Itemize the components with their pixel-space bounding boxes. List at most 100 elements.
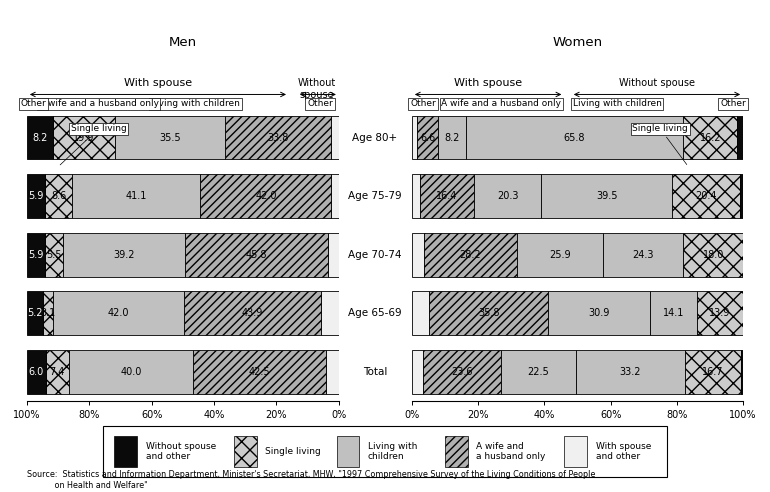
Text: Men: Men	[169, 36, 196, 49]
Bar	[412, 174, 420, 218]
Text: 39.2: 39.2	[113, 249, 135, 260]
Text: Age 75-79: Age 75-79	[348, 191, 402, 201]
Text: 19.9: 19.9	[73, 132, 94, 143]
Text: 39.5: 39.5	[596, 191, 618, 201]
Bar	[740, 174, 743, 218]
Text: Women: Women	[552, 36, 603, 49]
Bar	[62, 233, 185, 277]
Text: Single living: Single living	[60, 124, 126, 165]
Bar	[420, 174, 474, 218]
Bar	[115, 435, 137, 467]
Bar	[226, 116, 330, 159]
Bar	[72, 174, 200, 218]
Bar	[697, 291, 743, 335]
Text: 8.2: 8.2	[32, 132, 48, 143]
Text: 20.3: 20.3	[497, 191, 518, 201]
Text: 35.5: 35.5	[159, 132, 181, 143]
Text: 14.1: 14.1	[663, 308, 685, 318]
Text: 28.2: 28.2	[460, 249, 481, 260]
Text: 23.6: 23.6	[451, 367, 473, 377]
Text: 33.2: 33.2	[620, 367, 641, 377]
Text: 42.0: 42.0	[108, 308, 129, 318]
Bar	[331, 174, 339, 218]
Bar	[412, 233, 424, 277]
Text: 42.5: 42.5	[249, 367, 270, 377]
Bar	[45, 350, 69, 394]
Bar	[575, 350, 685, 394]
Text: 8.6: 8.6	[51, 191, 66, 201]
Text: 24.3: 24.3	[632, 249, 654, 260]
Text: Single living: Single living	[266, 447, 321, 456]
Bar	[737, 116, 743, 159]
Text: With spouse: With spouse	[124, 78, 192, 88]
Text: Living with children: Living with children	[151, 99, 239, 108]
Text: Other: Other	[307, 99, 333, 108]
Text: 25.9: 25.9	[549, 249, 571, 260]
Bar	[466, 116, 684, 159]
Text: With spouse
and other: With spouse and other	[596, 442, 651, 461]
Bar	[445, 435, 467, 467]
Text: 30.9: 30.9	[588, 308, 610, 318]
Text: Age 65-69: Age 65-69	[348, 308, 402, 318]
Bar	[685, 350, 741, 394]
Bar	[336, 435, 360, 467]
Bar	[548, 291, 651, 335]
Text: 22.5: 22.5	[527, 367, 549, 377]
Bar	[234, 435, 256, 467]
Text: 42.0: 42.0	[255, 191, 276, 201]
Bar	[52, 116, 115, 159]
Bar	[651, 291, 697, 335]
Bar	[424, 233, 517, 277]
Bar	[684, 233, 743, 277]
Text: A wife and
a husband only: A wife and a husband only	[476, 442, 545, 461]
Bar	[45, 174, 72, 218]
Text: 20.4: 20.4	[695, 191, 717, 201]
Text: Total: Total	[363, 367, 387, 377]
Bar	[184, 291, 321, 335]
Bar	[412, 350, 423, 394]
Text: Other: Other	[720, 99, 746, 108]
Bar	[517, 233, 603, 277]
Text: 5.5: 5.5	[46, 249, 62, 260]
Text: Living with children: Living with children	[573, 99, 661, 108]
Bar	[27, 174, 45, 218]
Bar	[501, 350, 575, 394]
Text: 16.2: 16.2	[699, 132, 721, 143]
Text: Age 80+: Age 80+	[353, 132, 397, 143]
Text: 5.9: 5.9	[28, 191, 44, 201]
Bar	[412, 291, 430, 335]
Text: 13.9: 13.9	[709, 308, 731, 318]
Bar	[321, 291, 339, 335]
Text: Age 70-74: Age 70-74	[348, 249, 402, 260]
Text: 7.4: 7.4	[49, 367, 65, 377]
Bar	[423, 350, 501, 394]
Text: 41.1: 41.1	[126, 191, 147, 201]
Bar	[438, 116, 466, 159]
Bar	[27, 350, 45, 394]
Text: 5.9: 5.9	[28, 249, 44, 260]
Bar	[43, 291, 53, 335]
Bar	[45, 233, 62, 277]
Text: Without
spouse: Without spouse	[298, 78, 336, 100]
Bar	[27, 291, 43, 335]
Text: 5.2: 5.2	[27, 308, 43, 318]
Bar	[417, 116, 438, 159]
Bar	[603, 233, 684, 277]
Text: A wife and a husband only: A wife and a husband only	[441, 99, 561, 108]
Text: 8.2: 8.2	[444, 132, 460, 143]
Text: 16.4: 16.4	[437, 191, 457, 201]
Bar	[541, 174, 672, 218]
Bar	[193, 350, 326, 394]
Bar	[185, 233, 327, 277]
Text: 6.6: 6.6	[420, 132, 435, 143]
Bar	[330, 116, 339, 159]
Text: 33.8: 33.8	[267, 132, 289, 143]
Bar	[430, 291, 548, 335]
Text: A wife and a husband only: A wife and a husband only	[38, 99, 159, 108]
Bar	[115, 116, 226, 159]
Bar	[27, 116, 52, 159]
Text: 43.9: 43.9	[242, 308, 263, 318]
Text: Other: Other	[20, 99, 46, 108]
Text: Source:  Statistics and Information Department, Minister's Secretariat, MHW, "19: Source: Statistics and Information Depar…	[27, 470, 595, 490]
Text: 3.1: 3.1	[40, 308, 55, 318]
